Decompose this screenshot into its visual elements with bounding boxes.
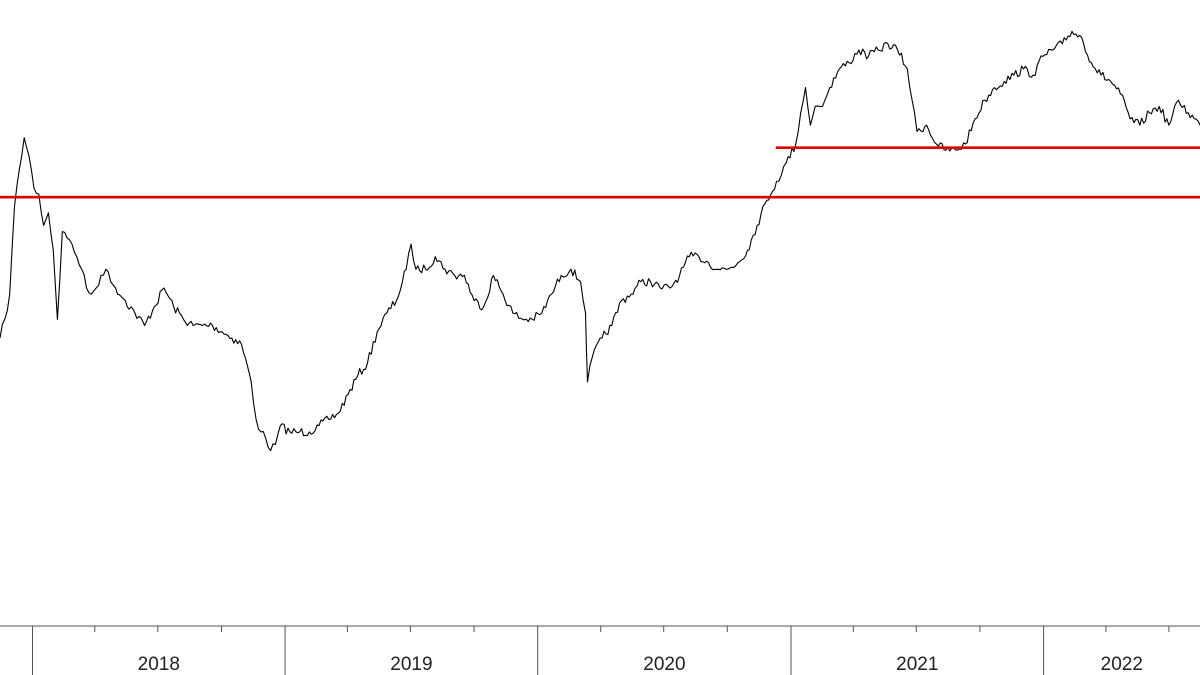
- x-tick-label-2018: 2018: [138, 654, 180, 675]
- x-tick-label-2021: 2021: [896, 654, 938, 675]
- x-tick-label-2022: 2022: [1101, 654, 1143, 675]
- series-layer: [0, 30, 1200, 452]
- x-axis-ticks: [32, 626, 1170, 675]
- x-axis-labels: 2018 2019 2020 2021 2022: [138, 654, 1143, 675]
- x-tick-label-2020: 2020: [643, 654, 685, 675]
- support-lines-layer: [0, 146, 1200, 199]
- price-series-line-0: [0, 30, 1200, 452]
- x-tick-label-2019: 2019: [390, 654, 432, 675]
